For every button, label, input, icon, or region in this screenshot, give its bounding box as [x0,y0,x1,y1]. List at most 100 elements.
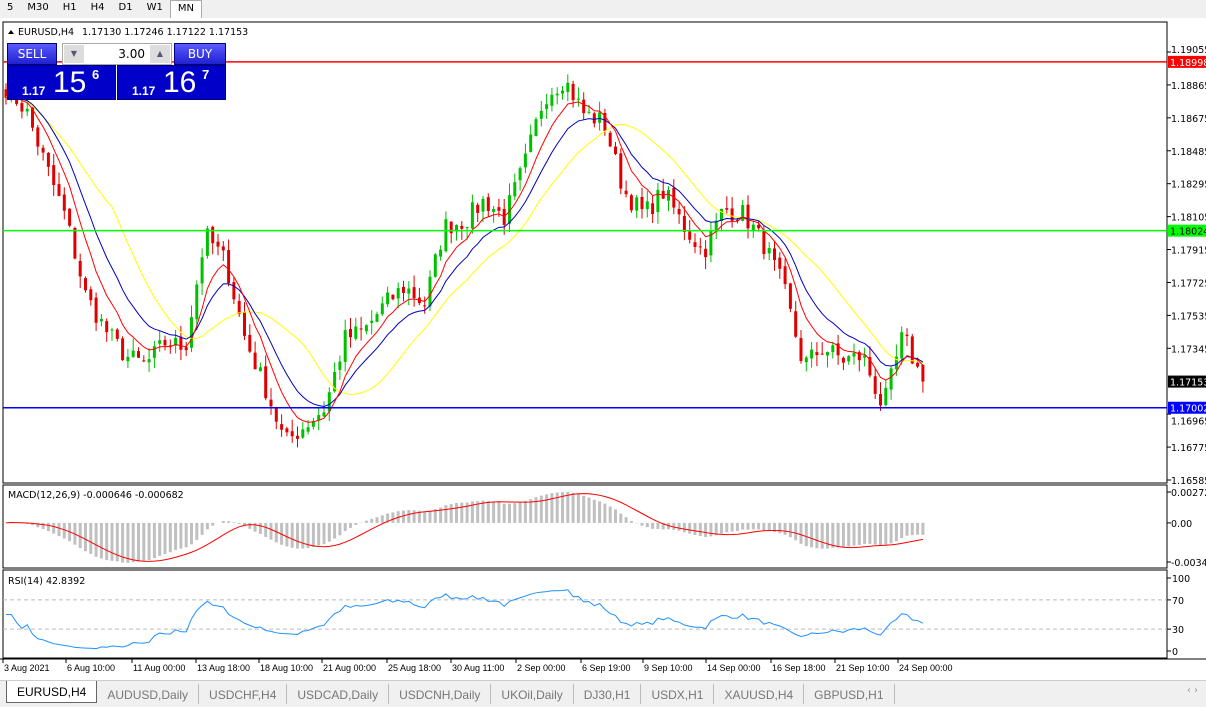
candle-body [640,196,644,210]
price-tick-label: 1.18675 [1171,114,1206,125]
candle-body [386,292,390,305]
candle-body [311,420,315,427]
macd-bar [264,522,268,537]
macd-bar [550,493,554,523]
candle-body [190,317,193,348]
macd-bar [476,501,480,523]
symbol-tab[interactable]: EURUSD,H4 [6,681,98,703]
candle-body [20,103,24,112]
symbol-tab[interactable]: GBPUSD,H1 [804,684,895,704]
timeframe-m30[interactable]: M30 [27,2,49,13]
price-tick-label: 1.17345 [1171,344,1206,355]
timeframe-mn[interactable]: MN [169,0,202,18]
candle-body [78,261,82,277]
candle-body [158,340,162,344]
buy-button[interactable]: BUY [174,43,226,65]
candle-body [243,312,246,336]
candle-body [253,352,257,370]
macd-bar [592,499,596,523]
collapse-arrow-icon[interactable] [8,30,14,34]
timeframe-w1[interactable]: W1 [146,2,163,13]
timeframe-h1[interactable]: H1 [62,2,77,13]
candle-body [62,194,66,211]
macd-bar [158,522,162,556]
candle-body [598,112,602,123]
decrease-lot-icon[interactable]: ▼ [64,45,84,63]
sell-button[interactable]: SELL [7,43,57,65]
macd-bar [841,522,845,548]
lot-size-input[interactable]: ▼ 3.00 ▲ [62,43,172,65]
macd-bar [889,522,893,544]
macd-bar [629,520,633,523]
sell-price-pips: 15 [53,66,87,99]
tab-scroll-arrows-icon[interactable]: ‹ › [1186,685,1198,696]
candle-body [688,231,692,240]
candle-body [773,248,776,260]
time-tick-label: 25 Aug 18:00 [388,663,441,673]
level-price-badge [1168,55,1206,68]
candle-body [412,287,416,299]
candle-body [857,352,861,361]
candle-body [327,392,331,412]
macd-bar [773,522,776,533]
symbol-tab[interactable]: USDCAD,Daily [287,684,390,704]
chart-symbol: EURUSD,H4 [18,27,74,38]
timeframe-d1[interactable]: D1 [118,2,133,13]
timeframe-5[interactable]: 5 [7,2,14,13]
candle-body [333,372,337,392]
symbol-tab[interactable]: DJ30,H1 [574,684,642,704]
rsi-tick-label: 0 [1172,647,1178,658]
macd-bar [317,522,321,546]
candle-body [423,305,427,307]
macd-bar [767,522,771,532]
candle-body [285,428,289,433]
macd-bar [561,492,564,523]
candle-body [349,328,352,338]
chart-canvas[interactable]: EURUSD,H4 1.17130 1.17246 1.17122 1.17153… [0,18,1206,680]
candle-body [608,132,612,147]
symbol-tab[interactable]: UKOil,Daily [491,684,574,704]
symbol-tab[interactable]: USDCNH,Daily [389,684,492,704]
increase-lot-icon[interactable]: ▲ [150,45,170,63]
candle-body [142,360,146,362]
rsi-line [6,589,924,650]
timeframe-h4[interactable]: H4 [90,2,105,13]
candle-body [916,362,920,367]
macd-bar [783,522,787,535]
macd-tick-label: -0.00345 [1171,558,1206,569]
price-tick-label: 1.17725 [1171,278,1206,289]
macd-bar [455,503,458,523]
symbol-tab[interactable]: XAUUSD,H4 [714,684,805,704]
macd-bar [741,522,745,530]
macd-bar [449,504,453,523]
macd-bar [661,522,665,530]
symbol-tab[interactable]: USDCHF,H4 [199,684,288,704]
candle-body [338,361,342,370]
symbol-tab[interactable]: USDX,H1 [641,684,715,704]
candle-body [380,303,384,315]
candle-body [709,230,713,256]
macd-bar [677,522,681,531]
macd-bar [36,522,40,528]
macd-bar [900,522,904,539]
candle-body [566,82,570,92]
candle-body [693,242,697,247]
candle-body [41,147,45,153]
sell-price[interactable]: 1.17 15 6 [7,65,116,100]
candle-body [826,352,829,356]
candle-body [576,98,580,100]
macd-bar [656,522,660,529]
macd-bar [704,522,708,538]
candle-body [73,227,77,259]
buy-price[interactable]: 1.17 16 7 [117,65,226,100]
candle-body [444,219,448,252]
macd-bar [248,522,252,529]
macd-bar [486,501,490,523]
time-tick-label: 2 Sep 00:00 [517,663,566,673]
candle-body [582,99,586,114]
symbol-tab[interactable]: AUDUSD,Daily [97,684,200,704]
macd-bar [227,521,231,523]
candle-body [529,134,533,152]
candle-body [407,288,411,294]
symbol-tabs: EURUSD,H4 AUDUSD,Daily USDCHF,H4 USDCAD,Dai… [0,680,1206,707]
